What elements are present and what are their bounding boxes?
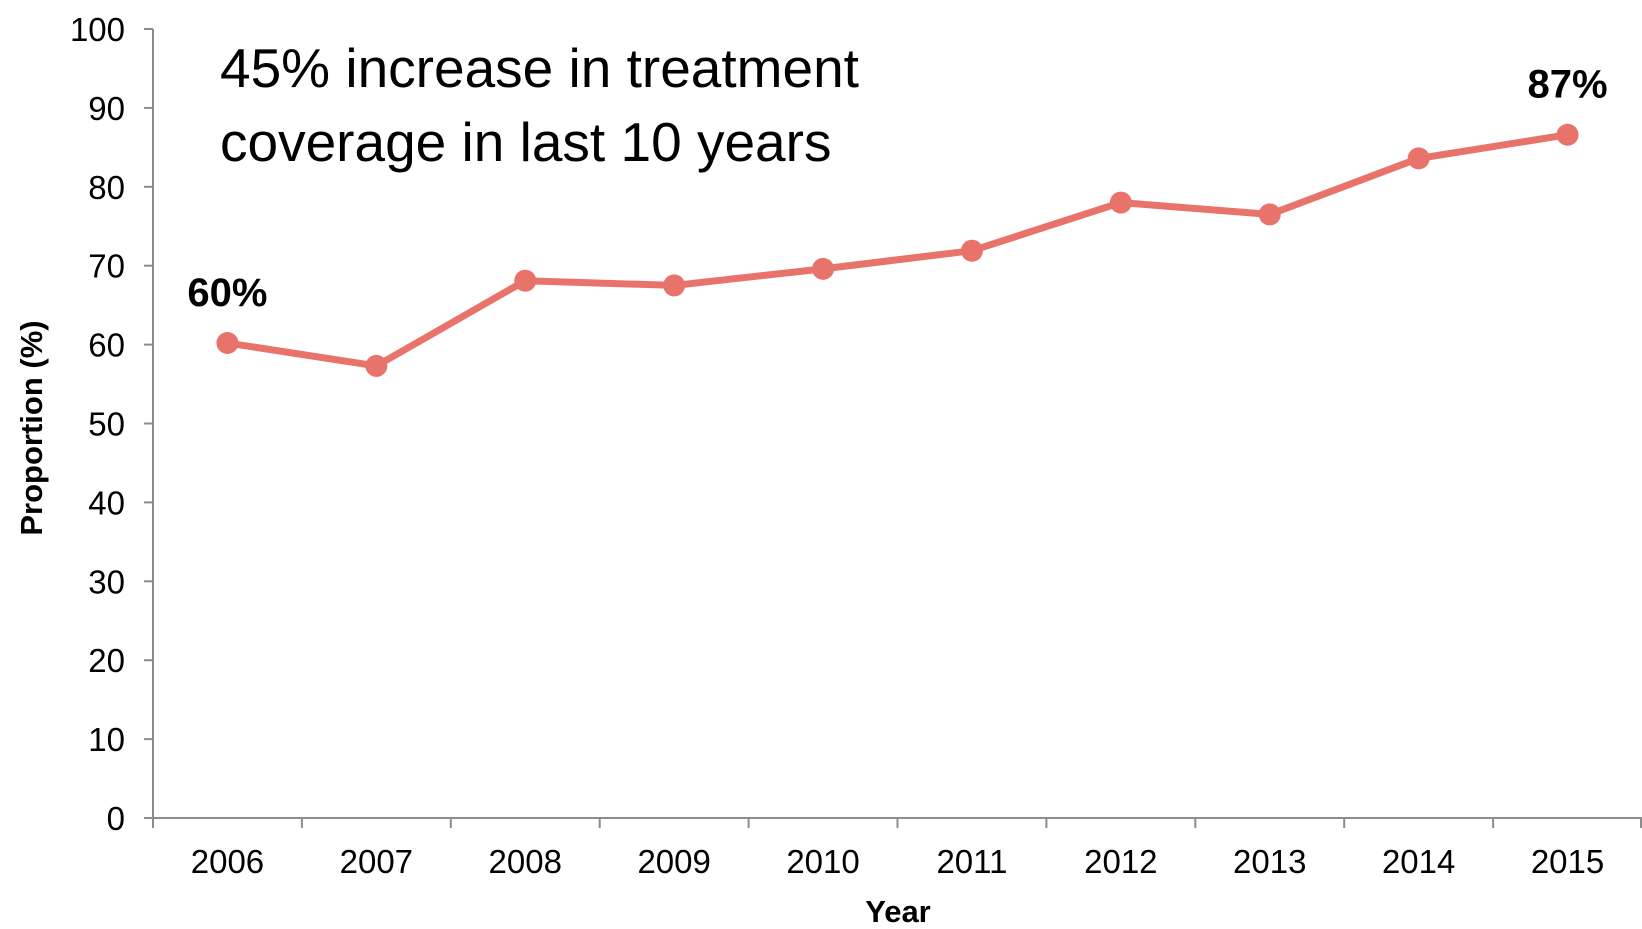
y-tick-label: 100 <box>70 11 125 48</box>
x-tick-label: 2014 <box>1382 843 1455 880</box>
x-tick-label: 2008 <box>489 843 562 880</box>
y-axis-title: Proportion (%) <box>14 320 49 535</box>
y-tick-label: 80 <box>88 169 125 206</box>
y-axis: 0 10 20 30 40 50 60 70 80 90 100 <box>70 11 154 837</box>
y-tick-label: 60 <box>88 327 125 364</box>
x-tick-label: 2010 <box>786 843 859 880</box>
annotation-line-1: 45% increase in treatment <box>220 37 859 99</box>
x-axis-title: Year <box>865 894 931 929</box>
data-labels: 60% 87% <box>187 63 1607 315</box>
data-point <box>1258 203 1281 226</box>
data-point <box>812 257 835 280</box>
series-group <box>216 123 1579 377</box>
data-point <box>216 332 239 355</box>
y-tick-label: 70 <box>88 248 125 285</box>
y-tick-label: 50 <box>88 406 125 443</box>
data-point <box>960 239 983 262</box>
y-tick-label: 40 <box>88 484 125 521</box>
x-tick-label: 2011 <box>936 843 1007 880</box>
y-tick-label: 10 <box>88 721 125 758</box>
data-point <box>514 269 537 292</box>
x-tick-label: 2009 <box>637 843 710 880</box>
data-label: 87% <box>1528 63 1608 107</box>
data-point <box>663 274 686 297</box>
y-tick-label: 90 <box>88 90 125 127</box>
x-axis: 2006 2007 2008 2009 2010 2011 2012 2013 2014 2015 <box>152 817 1642 880</box>
series-line <box>226 131 1569 370</box>
x-tick-label: 2013 <box>1233 843 1306 880</box>
data-label: 60% <box>187 271 267 315</box>
x-tick-label: 2007 <box>340 843 413 880</box>
x-tick-label: 2006 <box>191 843 264 880</box>
y-tick-label: 0 <box>107 800 125 837</box>
data-point <box>1109 191 1132 214</box>
x-tick-label: 2012 <box>1084 843 1157 880</box>
y-tick-label: 30 <box>88 563 125 600</box>
data-point <box>365 354 388 377</box>
x-tick-label: 2015 <box>1531 843 1604 880</box>
y-tick-label: 20 <box>88 642 125 679</box>
data-point <box>1407 147 1430 170</box>
annotation-line-2: coverage in last 10 years <box>220 111 831 173</box>
data-point <box>1556 123 1579 146</box>
